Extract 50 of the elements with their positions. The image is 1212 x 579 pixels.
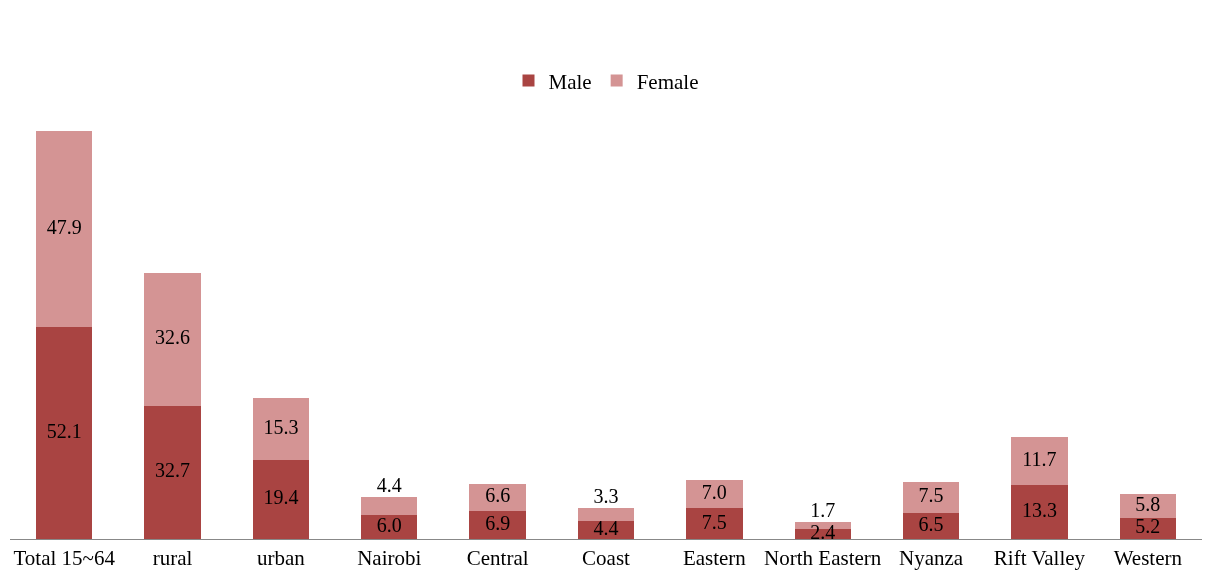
bar [902,481,960,513]
x-tick-label: North Eastern [764,546,882,571]
data-label: 6.6 [485,484,511,507]
bar [686,479,743,509]
x-tick-label: Central [466,546,529,571]
data-label: 6.0 [376,513,402,536]
x-tick-label: urban [257,546,306,571]
bar [144,405,201,539]
data-label: 6.9 [485,511,511,534]
bar [252,459,310,539]
bar [577,507,635,522]
bar [36,326,93,539]
bar [144,272,201,406]
data-label: 6.5 [918,512,944,535]
x-tick-label: Nairobi [357,546,422,571]
data-label: 15.3 [263,415,299,438]
x-tick-label: Total 15~64 [13,546,116,571]
bar [36,131,93,327]
bar [469,510,526,539]
data-label: 32.6 [155,326,191,349]
legend-label: Male [548,69,592,94]
data-label: 7.5 [701,510,727,533]
bar [1011,437,1068,485]
legend-label: Female [636,69,699,94]
data-label: 5.8 [1135,492,1161,515]
data-label: 5.2 [1135,515,1161,538]
data-label: 47.9 [46,216,82,239]
bar [361,496,418,515]
x-tick-label: Western [1113,546,1183,571]
bar [252,397,310,460]
data-label: 13.3 [1021,498,1057,521]
x-tick-label: Rift Valley [993,546,1086,571]
data-label: 4.4 [376,473,402,496]
data-label: 7.0 [701,481,727,504]
bar [1011,484,1068,539]
data-label: 7.5 [918,484,944,507]
data-label: 4.4 [593,517,619,540]
x-tick-label: Eastern [682,546,747,571]
data-label: 11.7 [1022,447,1057,470]
x-tick-label: Coast [582,546,631,571]
data-label: 3.3 [593,484,619,507]
data-label: 19.4 [263,486,299,509]
x-tick-label: rural [152,546,193,571]
x-tick-label: Nyanza [899,546,964,571]
data-label: 1.7 [810,499,836,522]
data-label: 52.1 [46,419,82,442]
bar [686,508,743,539]
data-label: 32.7 [155,459,191,482]
bar [469,483,526,511]
data-label: 2.4 [810,521,836,544]
